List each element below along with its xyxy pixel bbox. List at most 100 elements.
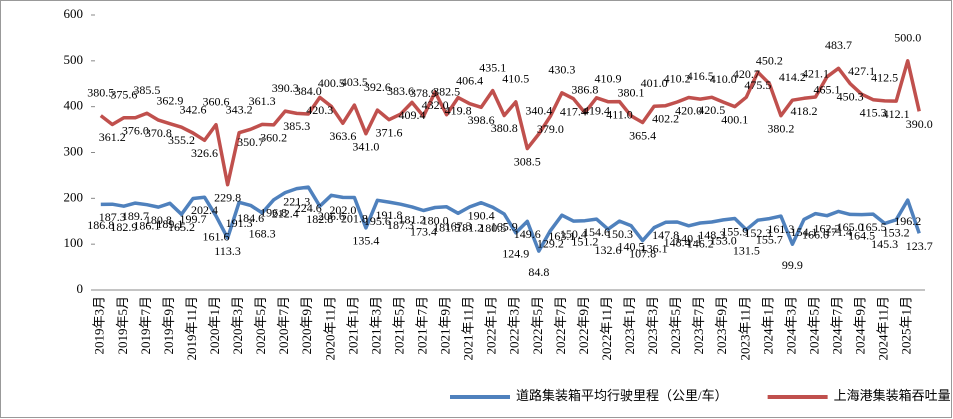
data-label: 196.2 [894, 214, 921, 228]
data-label: 155.9 [721, 224, 748, 238]
data-label: 153.2 [883, 226, 910, 240]
data-label: 411.0 [606, 107, 633, 121]
data-label: 165.9 [491, 220, 518, 234]
series-line [100, 185, 921, 253]
x-tick-label: 2023年7月 [691, 296, 706, 355]
data-label: 360.2 [260, 131, 287, 145]
x-tick-label: 2019年5月 [115, 296, 130, 355]
data-label: 370.8 [145, 126, 172, 140]
data-label: 340.4 [525, 104, 552, 118]
data-label: 221.3 [283, 194, 310, 208]
data-label: 189.1 [156, 217, 183, 231]
x-tick-label: 2020年7月 [276, 296, 291, 355]
data-label: 326.6 [191, 146, 218, 160]
data-label: 419.8 [445, 103, 472, 117]
data-label: 382.5 [433, 84, 460, 98]
data-label: 375.6 [110, 88, 137, 102]
data-label: 189.7 [122, 209, 149, 223]
x-tick-label: 2023年5月 [668, 296, 683, 355]
x-tick-label: 2022年11月 [599, 296, 614, 361]
data-label: 400.5 [318, 76, 345, 90]
data-label: 168.3 [249, 227, 276, 241]
x-tick-label: 2024年5月 [806, 296, 821, 355]
data-label: 224.6 [295, 201, 322, 215]
data-label: 150.4 [560, 227, 587, 241]
data-label: 363.6 [329, 129, 356, 143]
data-label: 420.7 [733, 67, 760, 81]
x-tick-label: 2020年9月 [299, 296, 314, 355]
data-label: 191.3 [226, 216, 253, 230]
data-label: 173.4 [410, 224, 437, 238]
data-label: 361.3 [249, 94, 276, 108]
x-tick-label: 2022年9月 [576, 296, 591, 355]
data-label: 360.6 [203, 94, 230, 108]
y-tick-label: 500 [64, 52, 84, 67]
x-tick-label: 2023年11月 [737, 296, 752, 361]
data-label: 400.1 [721, 112, 748, 126]
data-label: 146.2 [687, 237, 714, 251]
data-label: 145.3 [871, 237, 898, 251]
data-label: 147.8 [652, 228, 679, 242]
data-label: 186.8 [87, 218, 114, 232]
data-label: 392.6 [364, 80, 391, 94]
data-label: 450.2 [756, 53, 783, 67]
data-label: 412.1 [883, 107, 910, 121]
data-label: 202.4 [191, 203, 218, 217]
data-label: 385.3 [283, 119, 310, 133]
data-label: 199.7 [179, 212, 206, 226]
data-label: 341.0 [352, 139, 379, 153]
data-label: 113.3 [214, 244, 241, 258]
data-label: 410.0 [710, 72, 737, 86]
data-label: 417.4 [560, 104, 587, 118]
data-label: 398.6 [468, 113, 495, 127]
data-label: 166.6 [802, 227, 829, 241]
data-label: 406.4 [456, 73, 483, 87]
data-label: 385.5 [133, 83, 160, 97]
data-label: 430.3 [548, 63, 575, 77]
data-label: 161.3 [767, 222, 794, 236]
data-label: 149.6 [514, 227, 541, 241]
data-label: 386.8 [571, 82, 598, 96]
data-label: 483.7 [825, 38, 852, 52]
data-label: 419.4 [583, 104, 610, 118]
x-tick-label: 2025年1月 [899, 296, 914, 355]
data-label: 140.1 [675, 232, 702, 246]
data-label: 361.2 [99, 130, 126, 144]
data-label: 342.6 [179, 103, 206, 117]
data-label: 412.5 [871, 71, 898, 85]
x-tick-label: 2019年7月 [138, 296, 153, 355]
x-tick-label: 2022年5月 [530, 296, 545, 355]
data-label: 161.6 [203, 230, 230, 244]
x-tick-label: 2023年9月 [714, 296, 729, 355]
data-label: 380.8 [491, 121, 518, 135]
data-label: 155.7 [756, 232, 783, 246]
x-tick-label: 2023年1月 [622, 296, 637, 355]
x-tick-label: 2019年9月 [161, 296, 176, 355]
data-label: 390.3 [272, 81, 299, 95]
data-label: 182.9 [110, 220, 137, 234]
x-tick-label: 2021年11月 [461, 296, 476, 361]
data-label: 380.2 [767, 121, 794, 135]
x-tick-label: 2020年11月 [322, 296, 337, 361]
data-label: 165.0 [837, 220, 864, 234]
data-label: 190.4 [468, 208, 495, 222]
data-label: 132.6 [594, 243, 621, 257]
data-label: 196.8 [260, 206, 287, 220]
x-tick-label: 2024年9月 [853, 296, 868, 355]
data-label: 420.5 [698, 103, 725, 117]
x-tick-label: 2024年3月 [783, 296, 798, 355]
data-label: 371.6 [375, 125, 402, 139]
y-tick-label: 600 [64, 6, 84, 21]
data-label: 402.2 [652, 111, 679, 125]
x-tick-label: 2024年11月 [876, 296, 891, 361]
data-label: 171.4 [825, 225, 852, 239]
x-tick-label: 2021年1月 [345, 296, 360, 355]
data-label: 379.0 [537, 122, 564, 136]
data-label: 186.1 [133, 218, 160, 232]
data-label: 165.5 [860, 220, 887, 234]
data-label: 465.1 [814, 83, 841, 97]
y-tick-label: 0 [77, 281, 84, 296]
data-label: 187.3 [387, 218, 414, 232]
